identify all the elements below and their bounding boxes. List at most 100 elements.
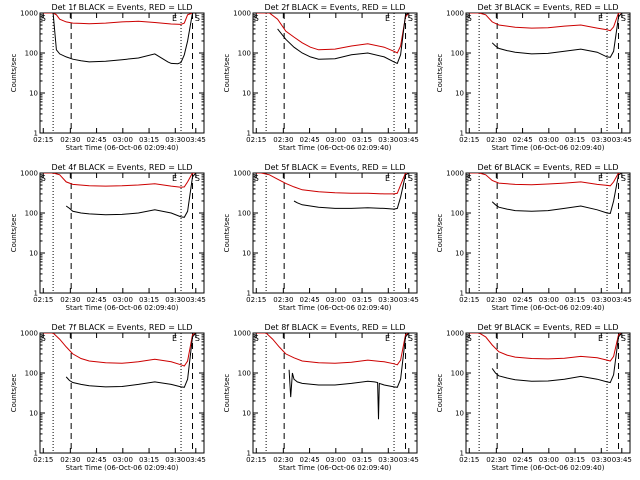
y-tick-label: 10 [455,250,464,258]
interval-edge-label: S [408,174,413,183]
x-tick-label: 02:15 [33,456,53,464]
x-tick-label: 02:45 [86,136,106,144]
x-tick-label: 02:15 [459,456,479,464]
y-axis-label: Counts/sec [223,214,231,253]
interval-edge-label: S [467,334,472,343]
chart-title: Det 1f BLACK = Events, RED = LLD [51,3,192,12]
events-series-line [293,173,410,210]
interval-edge-label: E [598,334,603,343]
y-axis-label: Counts/sec [436,374,444,413]
y-axis-label: Counts/sec [436,214,444,253]
interval-edge-label: S [41,174,46,183]
events-series-line [65,173,197,218]
x-tick-label: 02:45 [512,296,532,304]
x-tick-label: 03:15 [565,456,585,464]
x-tick-label: 02:15 [33,296,53,304]
plot-frame [39,172,205,294]
x-tick-label: 03:30 [378,456,398,464]
y-tick-label: 100 [238,370,251,378]
y-tick-label: 1 [247,290,251,298]
x-tick-label: 02:15 [246,296,266,304]
events-series-line [277,13,410,65]
x-tick-label: 03:45 [399,296,419,304]
y-tick-label: 1 [460,450,464,458]
x-tick-label: 02:45 [86,296,106,304]
series-group [256,173,410,210]
lld-series-line [256,333,410,366]
series-group [256,333,410,420]
x-tick-label: 03:15 [352,136,372,144]
x-tick-label: 03:30 [165,136,185,144]
x-tick-label: 03:45 [612,136,632,144]
x-tick-label: 03:45 [399,456,419,464]
chart-panel: Det 3f BLACK = Events, RED = LLD 1 10 100 10… [436,3,632,152]
y-axis-label: Counts/sec [10,214,18,253]
interval-edge-label: E [598,174,603,183]
interval-edge-label: E [385,334,390,343]
y-tick-label: 1000 [233,330,251,338]
y-tick-label: 10 [29,90,38,98]
chart-title: Det 5f BLACK = Events, RED = LLD [264,163,405,172]
x-tick-label: 03:30 [378,296,398,304]
plot-frame [39,12,205,134]
y-tick-label: 10 [242,250,251,258]
interval-edge-label: S [408,334,413,343]
x-tick-label: 03:15 [139,456,159,464]
series-group [469,13,623,58]
y-axis-label: Counts/sec [436,54,444,93]
x-axis-label: Start Time (06-Oct-06 02:09:40) [66,144,179,152]
lld-series-line [256,173,409,195]
y-tick-label: 10 [29,410,38,418]
plot-frame [465,172,631,294]
interval-edge-label: S [621,334,626,343]
interval-edge-label: S [621,174,626,183]
interval-edge-label: S [408,14,413,23]
series-group [469,333,623,384]
interval-edge-label: E [172,174,177,183]
x-tick-label: 03:15 [139,136,159,144]
interval-edge-label: E [172,334,177,343]
chart-title: Det 3f BLACK = Events, RED = LLD [477,3,618,12]
x-tick-label: 02:30 [273,296,293,304]
lld-series-line [43,333,197,367]
x-tick-label: 02:15 [246,136,266,144]
x-tick-label: 02:45 [512,136,532,144]
chart-title: Det 8f BLACK = Events, RED = LLD [264,323,405,332]
chart-panel: Det 9f BLACK = Events, RED = LLD 1 10 100 10… [436,323,632,472]
y-tick-label: 1000 [446,170,464,178]
y-tick-label: 1000 [233,170,251,178]
x-tick-label: 03:00 [113,296,133,304]
x-tick-label: 03:15 [352,296,372,304]
plot-frame [39,332,205,454]
x-tick-label: 03:30 [165,296,185,304]
chart-title: Det 9f BLACK = Events, RED = LLD [477,323,618,332]
x-tick-label: 02:30 [273,456,293,464]
x-tick-label: 03:15 [352,456,372,464]
events-series-line [491,13,623,58]
chart-panel: Det 5f BLACK = Events, RED = LLD 1 10 100 10… [223,163,419,312]
x-tick-label: 03:45 [186,296,206,304]
plot-frame [252,332,418,454]
x-tick-label: 03:00 [539,456,559,464]
y-tick-label: 1 [34,290,38,298]
y-tick-label: 100 [451,50,464,58]
interval-edge-label: S [41,334,46,343]
y-axis-label: Counts/sec [223,54,231,93]
x-tick-label: 02:15 [33,136,53,144]
y-tick-label: 1000 [20,10,38,18]
series-group [469,173,623,214]
x-tick-label: 03:45 [399,136,419,144]
x-axis-label: Start Time (06-Oct-06 02:09:40) [492,144,605,152]
interval-edge-label: S [254,334,259,343]
interval-edge-label: S [467,14,472,23]
x-tick-label: 03:00 [326,456,346,464]
series-group [43,13,196,65]
interval-edge-label: S [41,14,46,23]
plot-frame [252,12,418,134]
x-tick-label: 02:30 [486,136,506,144]
interval-edge-label: S [467,174,472,183]
interval-edge-label: E [385,14,390,23]
y-tick-label: 100 [238,210,251,218]
x-tick-label: 03:15 [139,296,159,304]
